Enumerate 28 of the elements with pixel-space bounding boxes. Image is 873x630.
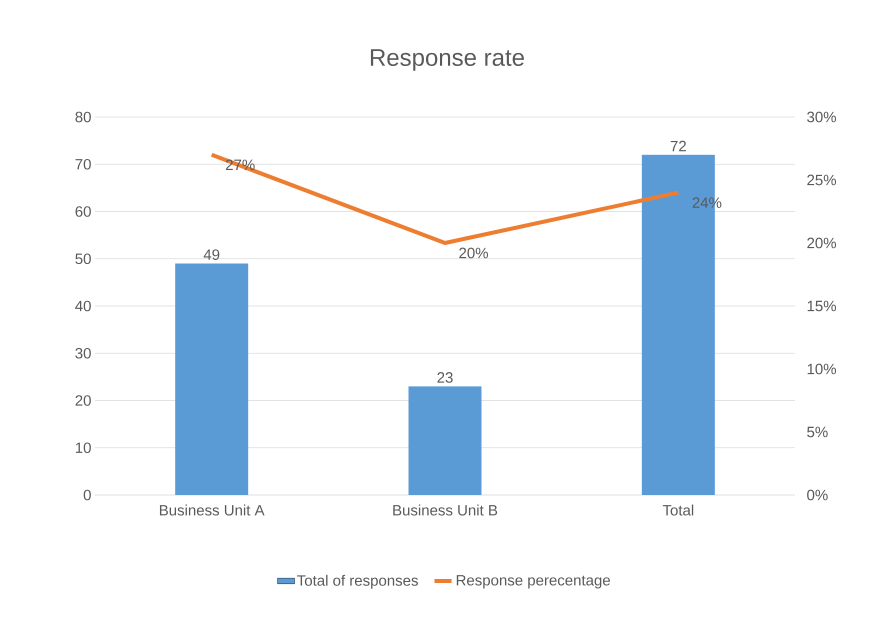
data-label: 23 (437, 372, 453, 383)
x-tick-label: Business Unit A (160, 504, 265, 516)
y-tick-label: 70 (76, 158, 91, 170)
y2-tick-label: 10% (808, 364, 836, 374)
bar (408, 386, 482, 496)
y-tick-label: 60 (76, 206, 91, 217)
y-tick-label: 30 (75, 348, 91, 359)
data-label: 49 (204, 249, 220, 260)
y2-tick-label: 5% (807, 426, 828, 438)
y-tick-label: 0 (84, 490, 91, 500)
bar (175, 263, 248, 496)
y2-tick-label: 30% (807, 112, 836, 122)
y-tick-label: 10 (76, 442, 91, 454)
y-tick-label: 20 (76, 395, 91, 406)
y-tick-label: 50 (75, 253, 91, 264)
y2-tick-label: 20% (807, 238, 836, 248)
x-tick-label: Business Unit B (393, 504, 498, 516)
y-tick-label: 80 (75, 112, 91, 122)
y2-tick-label: 0% (807, 490, 828, 500)
legend-label: Response perecentage (456, 575, 610, 588)
chart-title: Response rate (370, 49, 524, 71)
y2-tick-label: 25% (807, 174, 836, 186)
data-label: 72 (670, 140, 686, 152)
legend-label: Total of responses (297, 574, 418, 589)
y2-tick-label: 15% (808, 300, 836, 312)
x-tick-label: Total (662, 504, 694, 516)
y-tick-label: 40 (75, 300, 91, 312)
data-label: 20% (459, 248, 488, 258)
